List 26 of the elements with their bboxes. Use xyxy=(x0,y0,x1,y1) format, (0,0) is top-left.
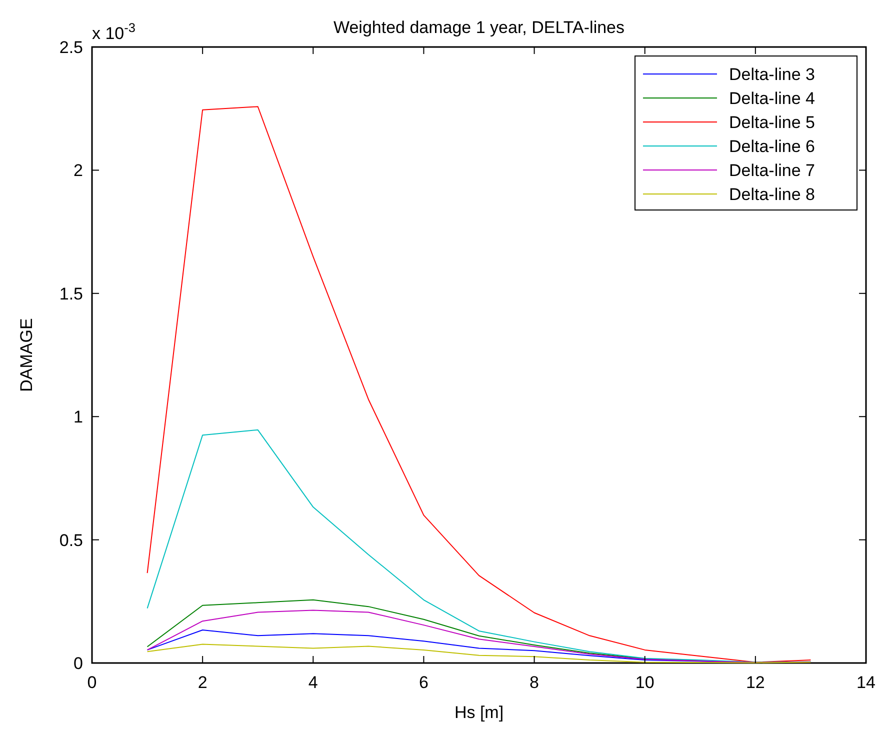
x-axis-title: Hs [m] xyxy=(454,703,504,722)
legend-label: Delta-line 8 xyxy=(729,184,815,204)
x-tick-label: 10 xyxy=(635,673,654,692)
legend-label: Delta-line 4 xyxy=(729,88,815,108)
x-tick-label: 4 xyxy=(308,673,318,692)
legend-label: Delta-line 6 xyxy=(729,136,815,156)
y-tick-label: 2 xyxy=(74,161,83,180)
y-tick-label: 0 xyxy=(74,654,83,673)
text: x 10$^{-3}$ xyxy=(92,20,136,43)
y-tick-label: 2.5 xyxy=(59,38,83,57)
y-axis-title: DAMAGE xyxy=(17,318,36,392)
x-tick-label: 14 xyxy=(856,673,876,692)
legend-label: Delta-line 3 xyxy=(729,64,815,84)
y-tick-label: 0.5 xyxy=(59,530,83,550)
y-tick-label: 1 xyxy=(74,408,83,427)
line-series xyxy=(146,644,812,664)
x-tick-label: 0 xyxy=(87,673,97,692)
legend-label: Delta-line 7 xyxy=(729,160,815,180)
y-tick-label: 1.5 xyxy=(59,284,83,304)
chart-title: Weighted damage 1 year, DELTA-lines xyxy=(333,18,625,37)
legend-label: Delta-line 5 xyxy=(729,112,815,132)
x-tick-label: 12 xyxy=(746,673,765,692)
x-tick-label: 6 xyxy=(418,673,428,692)
x-tick-label: 2 xyxy=(198,673,208,692)
line-series xyxy=(146,610,812,664)
x-tick-label: 8 xyxy=(530,673,540,692)
